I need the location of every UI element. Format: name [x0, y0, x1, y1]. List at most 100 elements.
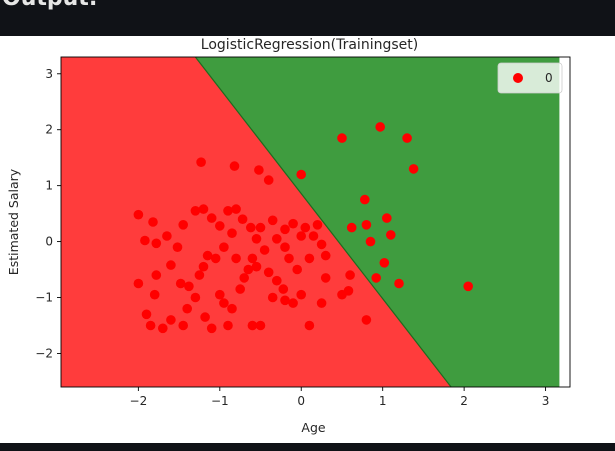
data-point [172, 242, 183, 252]
y-tick-label: 1 [45, 179, 53, 193]
data-point [219, 298, 229, 308]
data-point [198, 261, 209, 272]
data-point [288, 218, 298, 229]
data-point [178, 320, 188, 331]
legend-marker [513, 73, 523, 83]
y-tick-label: −2 [35, 346, 53, 360]
x-tick-label: 1 [379, 394, 387, 408]
data-point [320, 273, 331, 283]
scatter-points [133, 122, 474, 334]
data-point [296, 169, 307, 180]
x-tick-label: −1 [211, 394, 229, 408]
data-point [304, 320, 315, 331]
data-point [365, 236, 376, 247]
data-point [382, 213, 392, 223]
y-axis: −2 −1 0 1 2 3 [35, 67, 61, 360]
data-point [272, 234, 282, 244]
data-point [296, 231, 307, 241]
data-point [267, 215, 278, 226]
data-point [231, 204, 241, 214]
data-point [254, 165, 264, 175]
data-point [223, 320, 233, 331]
data-point [151, 238, 162, 249]
figure-panel: −2 −1 0 1 2 3 −2 −1 0 1 2 3 LogisticRegression(Tra… [0, 36, 615, 443]
data-point [360, 194, 370, 205]
data-point [379, 258, 390, 268]
data-point [198, 204, 209, 214]
plot-area [61, 57, 570, 387]
data-point [140, 235, 150, 246]
data-point [182, 303, 192, 314]
data-point [246, 222, 256, 233]
data-point [178, 220, 188, 230]
y-tick-label: −1 [35, 291, 53, 305]
data-point [247, 253, 258, 264]
data-point [304, 253, 315, 264]
data-point [280, 295, 290, 306]
data-point [219, 242, 229, 252]
data-point [148, 217, 158, 227]
data-point [263, 267, 274, 278]
legend-label: 0 [545, 71, 553, 85]
data-point [141, 309, 152, 320]
data-point [145, 320, 156, 331]
data-point [200, 312, 210, 322]
data-point [316, 298, 327, 308]
y-tick-label: 2 [45, 123, 53, 137]
data-point [259, 245, 270, 255]
data-point [320, 250, 331, 261]
data-point [166, 315, 176, 325]
bottom-strip [0, 443, 615, 451]
data-point [361, 315, 372, 325]
data-point [190, 292, 201, 303]
axes-frame [60, 56, 571, 388]
data-point [408, 164, 419, 174]
data-point [210, 253, 221, 264]
data-point [337, 289, 347, 300]
class-1-region [195, 57, 560, 387]
x-tick-label: 3 [542, 394, 550, 408]
data-point [251, 234, 262, 244]
data-point [184, 281, 194, 292]
data-point [371, 273, 382, 283]
data-point [175, 278, 186, 289]
data-point [231, 253, 241, 264]
data-point [235, 284, 245, 294]
y-tick-label: 0 [45, 235, 53, 249]
x-axis: −2 −1 0 1 2 3 [130, 387, 550, 408]
data-point [202, 250, 213, 261]
data-point [133, 278, 144, 289]
data-point [280, 224, 290, 235]
data-point [255, 222, 266, 233]
data-point [194, 270, 205, 280]
data-point [162, 231, 172, 241]
data-point [133, 209, 144, 220]
x-axis-label: Age [301, 420, 325, 435]
data-point [206, 213, 217, 223]
y-axis-label: Estimated Salary [6, 168, 21, 275]
data-point [346, 222, 357, 233]
data-point [149, 289, 160, 300]
data-point [402, 133, 412, 143]
data-point [215, 221, 225, 231]
data-point [278, 284, 289, 294]
data-point [267, 292, 278, 303]
output-label: Output: [2, 0, 98, 11]
y-tick-label: 3 [45, 67, 53, 81]
data-point [243, 264, 254, 275]
chart-title: LogisticRegression(Trainingset) [201, 37, 418, 53]
data-point [251, 261, 262, 272]
output-header: Output: [0, 0, 615, 36]
legend-box [497, 62, 563, 94]
data-point [196, 157, 206, 167]
data-point [263, 175, 274, 185]
data-point [375, 122, 386, 132]
data-point [223, 206, 233, 216]
data-point [227, 303, 237, 314]
data-point [296, 289, 307, 300]
data-point [361, 220, 372, 230]
data-point [206, 323, 217, 334]
data-point [312, 220, 323, 230]
legend: 0 [497, 62, 563, 94]
data-point [288, 298, 298, 308]
